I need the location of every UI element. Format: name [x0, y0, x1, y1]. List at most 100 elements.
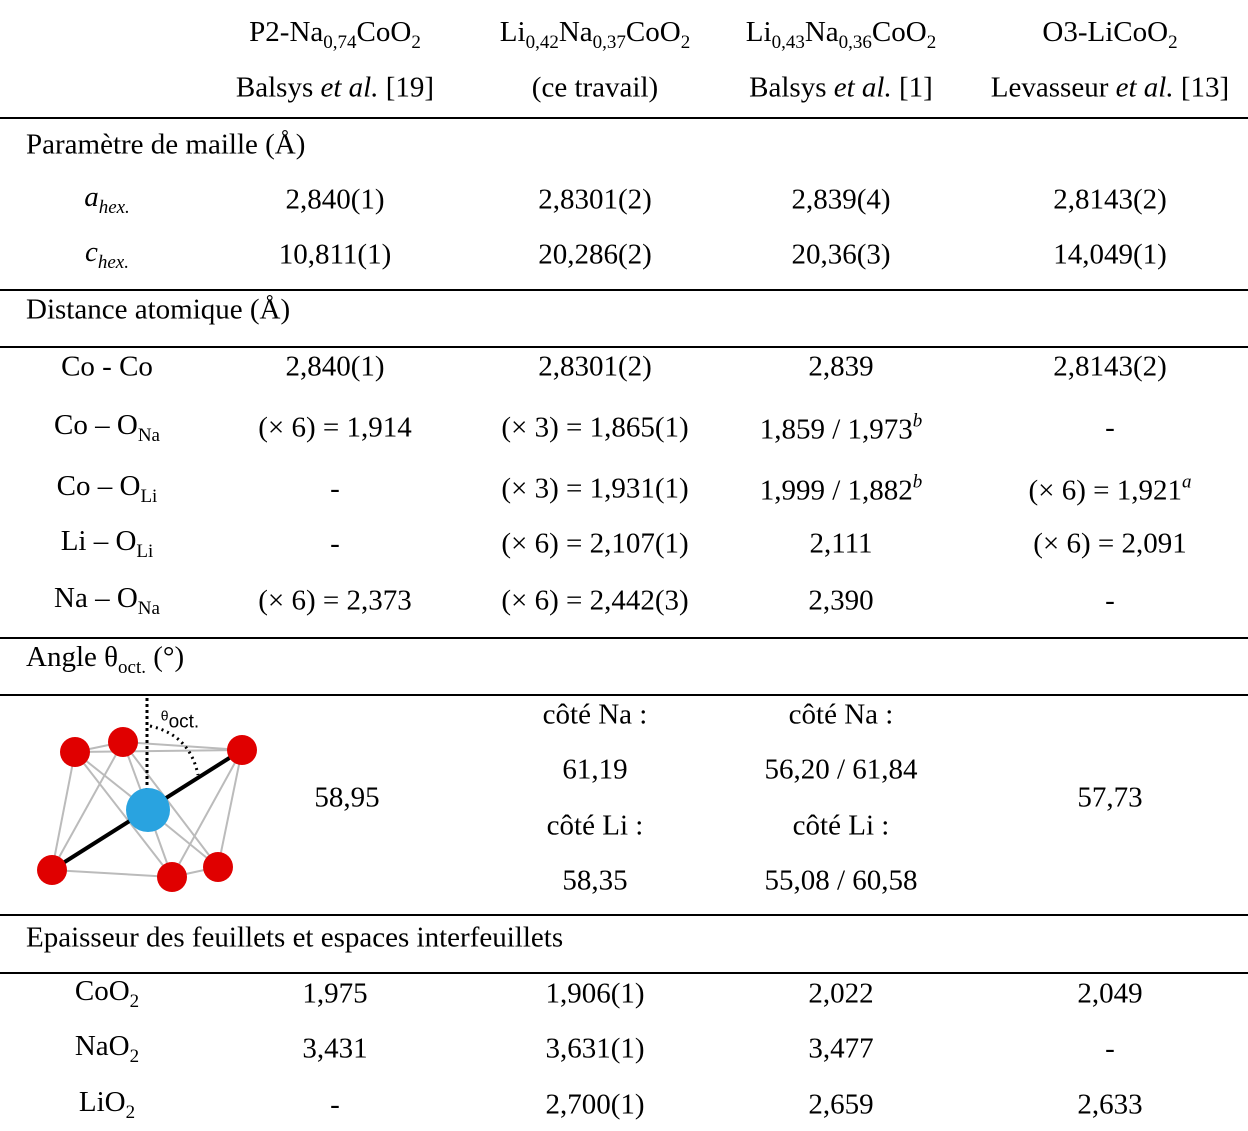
text-run: et al. — [320, 71, 379, 104]
text-run: a — [1182, 471, 1192, 493]
cell: (× 6) = 2,091 — [1033, 527, 1187, 560]
text-run: et al. — [833, 71, 892, 104]
row-label: chex. — [85, 238, 129, 273]
figure-label: θoct. — [161, 709, 199, 732]
text-run: b — [912, 410, 923, 432]
cell: (× 6) = 1,921a — [1028, 473, 1191, 506]
text-run: O3-LiCoO — [1042, 16, 1169, 48]
cell: 3,477 — [808, 1032, 874, 1065]
text-run: CoO — [356, 16, 412, 48]
cell: 1,906(1) — [545, 977, 645, 1010]
rule — [0, 914, 1248, 916]
column-formula: Li0,42Na0,37CoO2 — [499, 16, 691, 53]
row-label: Li – OLi — [60, 525, 154, 562]
row-label: CoO2 — [75, 977, 140, 1012]
cell: 3,431 — [302, 1032, 368, 1065]
text-run: 0,42 — [525, 32, 559, 53]
cell: (× 6) = 1,914 — [258, 411, 412, 444]
column-reference: Levasseur et al. [13] — [990, 71, 1230, 104]
column-reference: Balsys et al. [1] — [749, 71, 933, 104]
text-run: Epaisseur des feuillets et espaces inter… — [26, 921, 564, 954]
text-run: Balsys — [235, 71, 321, 104]
text-run: 2 — [1168, 32, 1178, 53]
text-run: [13] — [1173, 71, 1230, 104]
cell: 57,73 — [1077, 781, 1143, 814]
text-run: 0,43 — [771, 32, 805, 53]
cell: - — [330, 527, 340, 560]
text-run: oct. — [168, 711, 200, 733]
text-run: CoO — [625, 16, 681, 48]
text-run: Angle θ — [26, 641, 119, 673]
row-label: Co – ONa — [54, 411, 160, 446]
cell: 10,811(1) — [278, 238, 392, 271]
cell: 2,049 — [1077, 977, 1143, 1010]
column-formula: P2-Na0,74CoO2 — [249, 16, 421, 53]
text-run: hex. — [98, 197, 130, 218]
cell: - — [1105, 584, 1115, 617]
row-label: Na – ONa — [54, 584, 160, 619]
cell: 1,975 — [302, 977, 368, 1010]
text-run: [19] — [378, 71, 435, 104]
cell: 2,8301(2) — [538, 350, 652, 383]
cell: 2,111 — [809, 527, 873, 560]
text-run: Li – O — [60, 525, 137, 557]
text-run: Paramètre de maille (Å) — [26, 128, 306, 161]
cell: 2,840(1) — [285, 350, 385, 383]
text-run: (ce travail) — [531, 71, 659, 104]
text-run: Na — [137, 425, 160, 446]
text-run: Levasseur — [990, 71, 1116, 104]
cell: 56,20 / 61,84 — [764, 753, 918, 786]
cell: 2,8143(2) — [1053, 350, 1167, 383]
text-run: 2 — [129, 991, 140, 1012]
cell: côté Li : — [792, 809, 890, 842]
rule — [0, 289, 1248, 291]
text-run: CoO — [871, 16, 927, 48]
section-title: Distance atomique (Å) — [26, 295, 290, 325]
text-run: oct. — [118, 657, 146, 678]
text-run: a — [84, 181, 99, 213]
cell: (× 6) = 2,373 — [258, 584, 412, 617]
text-run: 2 — [926, 32, 937, 53]
cell: 2,8143(2) — [1053, 183, 1167, 216]
text-run: θ — [160, 707, 169, 724]
row-label: Co – OLi — [57, 472, 158, 507]
text-run: b — [912, 471, 923, 493]
text-run: 2 — [680, 32, 691, 53]
text-run: Balsys — [749, 71, 834, 104]
cell: 2,8301(2) — [538, 183, 652, 216]
text-run: Na — [804, 16, 839, 48]
cell: 58,35 — [562, 864, 628, 897]
cell: 1,999 / 1,882b — [760, 473, 923, 506]
text-run: Li — [499, 16, 526, 48]
cell: 2,840(1) — [285, 183, 385, 216]
text-run: 2 — [129, 1046, 140, 1067]
cell: côté Na : — [542, 698, 648, 731]
cell: (× 6) = 2,442(3) — [501, 584, 689, 617]
text-run: 2 — [125, 1102, 136, 1123]
cell: 2,390 — [808, 584, 874, 617]
column-reference: (ce travail) — [531, 71, 659, 104]
rule — [0, 694, 1248, 696]
cell: - — [330, 1088, 340, 1121]
cell: 2,659 — [808, 1088, 874, 1121]
text-run: NaO — [74, 1030, 130, 1062]
cell: - — [1105, 411, 1115, 444]
row-label: NaO2 — [74, 1030, 140, 1067]
cell: 2,633 — [1077, 1088, 1143, 1121]
section-title: Epaisseur des feuillets et espaces inter… — [26, 921, 564, 954]
cell: (× 3) = 1,865(1) — [501, 411, 689, 444]
text-run: 2 — [411, 32, 421, 53]
text-run: 1,859 / 1,973 — [759, 413, 913, 446]
octahedron-figure — [37, 698, 257, 892]
cell: 20,36(3) — [791, 238, 891, 271]
column-formula: Li0,43Na0,36CoO2 — [746, 16, 937, 53]
cell: 2,700(1) — [545, 1088, 645, 1121]
text-run: et al. — [1115, 71, 1174, 104]
text-run: hex. — [97, 252, 129, 273]
cell: 58,95 — [314, 781, 380, 814]
text-run: Li — [140, 486, 158, 507]
rule — [0, 117, 1248, 119]
row-label: LiO2 — [79, 1088, 136, 1123]
section-title: Angle θoct. (°) — [26, 641, 184, 678]
cell: (× 6) = 2,107(1) — [501, 527, 689, 560]
